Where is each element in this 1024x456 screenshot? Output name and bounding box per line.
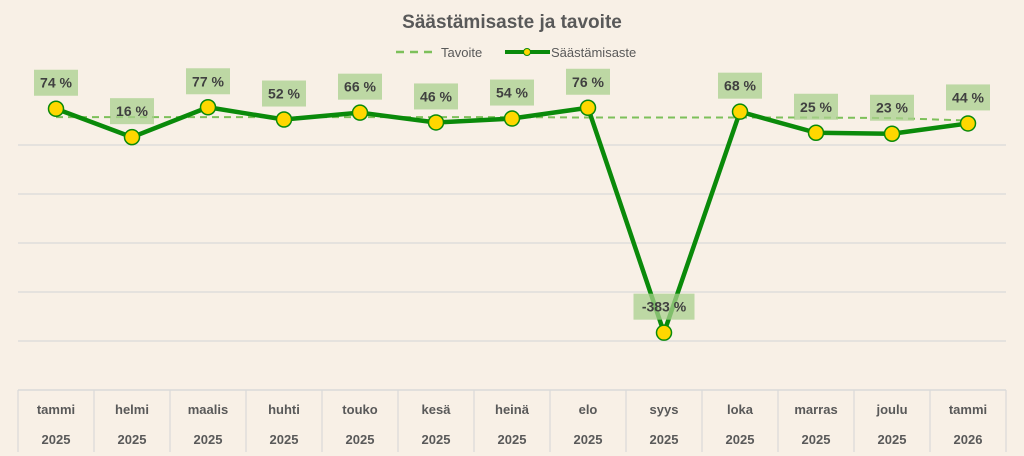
- legend-tavoite-label: Tavoite: [441, 45, 482, 60]
- x-tick-label-year: 2025: [42, 432, 71, 447]
- data-label: 66 %: [344, 79, 376, 95]
- data-label-bg: [946, 84, 990, 111]
- x-tick-label-month: kesä: [422, 402, 452, 417]
- x-tick-label-month: tammi: [37, 402, 75, 417]
- data-label-bg: [870, 94, 914, 121]
- data-point-saastamisaste: [275, 111, 293, 128]
- x-tick-label-year: 2025: [802, 432, 831, 447]
- legend-saastamisaste-marker: [523, 48, 531, 56]
- data-label-bg: [718, 72, 762, 99]
- data-label: 52 %: [268, 86, 300, 102]
- legend-saastamisaste-label: Säästämisaste: [551, 45, 636, 60]
- data-label-bg: [633, 293, 695, 320]
- x-tick-label-month: tammi: [949, 402, 987, 417]
- x-tick-label-year: 2026: [954, 432, 983, 447]
- data-label-bg: [110, 98, 154, 125]
- x-tick-label-year: 2025: [498, 432, 527, 447]
- data-point-saastamisaste: [427, 114, 445, 131]
- data-label: 68 %: [724, 78, 756, 94]
- x-tick-label-year: 2025: [422, 432, 451, 447]
- data-label-bg: [186, 68, 230, 95]
- x-tick-label-year: 2025: [194, 432, 223, 447]
- data-point-saastamisaste: [199, 99, 217, 116]
- x-tick-label-month: maalis: [188, 402, 228, 417]
- data-point-saastamisaste: [731, 103, 749, 120]
- x-tick-label-month: marras: [794, 402, 837, 417]
- x-tick-label-month: huhti: [268, 402, 300, 417]
- x-tick-label-year: 2025: [118, 432, 147, 447]
- data-label: 44 %: [952, 89, 984, 105]
- x-tick-label-month: loka: [727, 402, 754, 417]
- x-tick-label-year: 2025: [346, 432, 375, 447]
- legend: Tavoite Säästämisaste: [396, 45, 636, 60]
- data-label-bg: [490, 79, 534, 106]
- data-point-saastamisaste: [47, 100, 65, 117]
- x-tick-label-month: joulu: [875, 402, 907, 417]
- data-point-saastamisaste: [503, 110, 521, 127]
- data-label: 76 %: [572, 74, 604, 90]
- data-label: -383 %: [642, 299, 687, 315]
- data-point-saastamisaste: [807, 124, 825, 141]
- x-tick-label-month: heinä: [495, 402, 530, 417]
- data-label-bg: [414, 83, 458, 110]
- data-point-saastamisaste: [351, 104, 369, 121]
- data-point-saastamisaste: [579, 99, 597, 117]
- data-label: 25 %: [800, 99, 832, 115]
- data-label: 74 %: [40, 75, 72, 91]
- data-label: 23 %: [876, 100, 908, 116]
- data-point-saastamisaste: [883, 125, 901, 142]
- x-tick-label-year: 2025: [878, 432, 907, 447]
- data-label-bg: [794, 93, 838, 120]
- x-tick-label-year: 2025: [574, 432, 603, 447]
- data-label-bg: [34, 69, 78, 96]
- data-label-bg: [262, 80, 306, 107]
- data-point-saastamisaste: [655, 324, 673, 341]
- data-label-bg: [566, 68, 610, 95]
- data-label: 54 %: [496, 85, 528, 101]
- data-label: 16 %: [116, 103, 148, 119]
- data-label: 46 %: [420, 88, 452, 104]
- x-tick-label-month: syys: [650, 402, 679, 417]
- x-tick-label-year: 2025: [726, 432, 755, 447]
- x-tick-label-year: 2025: [650, 432, 679, 447]
- chart-title: Säästämisaste ja tavoite: [402, 12, 622, 33]
- x-tick-label-month: touko: [342, 402, 377, 417]
- data-point-saastamisaste: [123, 128, 141, 146]
- x-tick-label-year: 2025: [270, 432, 299, 447]
- series-line-saastamisaste: [55, 105, 969, 335]
- data-label-bg: [338, 73, 382, 100]
- x-tick-label-month: elo: [579, 402, 598, 417]
- data-label: 77 %: [192, 73, 224, 89]
- data-point-saastamisaste: [959, 115, 977, 132]
- x-tick-label-month: helmi: [115, 402, 149, 417]
